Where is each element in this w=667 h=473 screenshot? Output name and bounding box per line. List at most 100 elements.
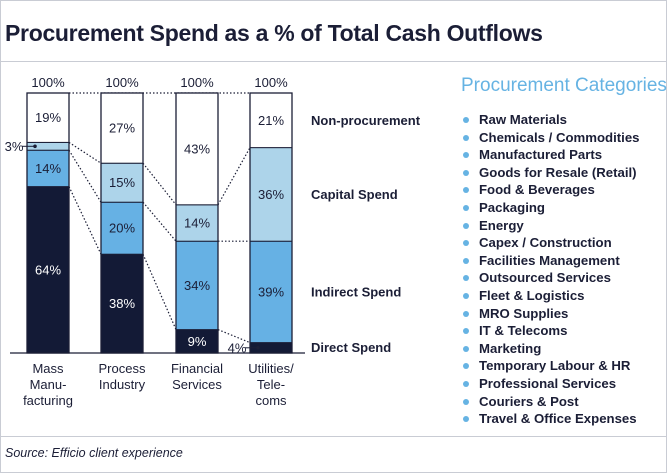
category-label: MRO Supplies — [479, 305, 569, 321]
bullet-icon — [463, 169, 469, 176]
category-item: Professional Services — [463, 375, 640, 393]
bullet-icon — [463, 275, 469, 282]
bullet-icon — [463, 240, 469, 247]
category-item: Food & Beverages — [463, 181, 640, 199]
category-item: Manufactured Parts — [463, 146, 640, 164]
bar-segment — [175, 92, 219, 206]
bar-segment — [26, 149, 70, 188]
total-label: 100% — [254, 75, 288, 90]
bullet-icon — [463, 134, 469, 141]
connector-line — [68, 186, 102, 255]
bullet-icon — [463, 152, 469, 159]
total-label: 100% — [31, 75, 65, 90]
category-item: Raw Materials — [463, 111, 640, 129]
category-label: Financial — [171, 361, 223, 376]
data-label: 21% — [258, 113, 284, 128]
data-label: 64% — [35, 262, 61, 277]
page-title: Procurement Spend as a % of Total Cash O… — [5, 20, 543, 46]
data-label: 38% — [109, 296, 135, 311]
series-label: Capital Spend — [311, 187, 398, 202]
bullet-icon — [463, 257, 469, 264]
connector-line — [142, 162, 177, 206]
bar-segment — [100, 92, 144, 164]
categories-title: Procurement Categories — [461, 75, 667, 96]
data-label: 4% — [228, 340, 247, 355]
data-label: 14% — [35, 161, 61, 176]
category-item: Travel & Office Expenses — [463, 410, 640, 428]
connector-line — [68, 149, 102, 203]
connector-line — [142, 253, 177, 330]
bullet-icon — [463, 398, 469, 405]
pointer-dot — [33, 144, 37, 149]
category-item: IT & Telecoms — [463, 322, 640, 340]
category-label: Travel & Office Expenses — [479, 411, 637, 427]
bullet-icon — [463, 328, 469, 335]
bullet-icon — [463, 310, 469, 317]
category-item: Packaging — [463, 199, 640, 217]
total-label: 100% — [180, 75, 214, 90]
category-item: MRO Supplies — [463, 305, 640, 323]
category-label: Utilities/ — [248, 361, 294, 376]
category-label: Manu- — [30, 377, 67, 392]
category-label: coms — [255, 393, 287, 408]
data-label: 19% — [35, 110, 61, 125]
title-divider — [0, 61, 667, 62]
series-label: Direct Spend — [311, 340, 391, 355]
connector-line — [217, 329, 251, 344]
category-label: Packaging — [479, 199, 545, 215]
category-label: Manufactured Parts — [479, 147, 603, 163]
series-label: Non-procurement — [311, 113, 421, 128]
data-label: 43% — [184, 141, 210, 156]
bullet-icon — [463, 222, 469, 229]
series-label: Indirect Spend — [311, 284, 401, 299]
source-divider — [0, 436, 667, 437]
bullet-icon — [463, 345, 469, 352]
category-item: Facilities Management — [463, 252, 640, 270]
total-label: 100% — [105, 75, 139, 90]
connector-line — [142, 201, 177, 242]
category-label: Facilities Management — [479, 252, 620, 268]
category-item: Fleet & Logistics — [463, 287, 640, 305]
data-label: 3% — [5, 139, 24, 154]
category-item: Temporary Labour & HR — [463, 357, 640, 375]
category-label: facturing — [23, 393, 73, 408]
connector-line — [68, 141, 102, 164]
category-label: Professional Services — [479, 375, 617, 391]
category-item: Couriers & Post — [463, 393, 640, 411]
connector-line — [217, 147, 251, 206]
category-item: Chemicals / Commodities — [463, 129, 640, 147]
bullet-icon — [463, 187, 469, 194]
bullet-icon — [463, 363, 469, 370]
data-label: 14% — [184, 216, 210, 231]
category-label: Marketing — [479, 340, 542, 356]
category-item: Outsourced Services — [463, 269, 640, 287]
data-label: 36% — [258, 187, 284, 202]
category-label: Industry — [99, 377, 146, 392]
category-item: Goods for Resale (Retail) — [463, 164, 640, 182]
data-label: 20% — [109, 221, 135, 236]
data-label: 34% — [184, 278, 210, 293]
category-label: Couriers & Post — [479, 393, 579, 409]
data-label: 15% — [109, 175, 135, 190]
data-label: 39% — [258, 284, 284, 299]
bullet-icon — [463, 380, 469, 387]
category-label: Raw Materials — [479, 112, 567, 127]
category-label: Process — [99, 361, 146, 376]
category-label: Chemicals / Commodities — [479, 129, 640, 145]
category-item: Capex / Construction — [463, 234, 640, 252]
category-label: Services — [172, 377, 222, 392]
data-label: 27% — [109, 121, 135, 136]
categories-list: Raw Materials Chemicals / Commodities Manu… — [463, 111, 640, 428]
category-label: IT & Telecoms — [479, 323, 568, 339]
category-item: Marketing — [463, 340, 640, 358]
bar-segment — [175, 240, 219, 331]
data-label: 9% — [188, 334, 207, 349]
category-label: Food & Beverages — [479, 182, 595, 198]
bullet-icon — [463, 416, 469, 423]
source-note: Source: Efficio client experience — [5, 446, 183, 460]
category-item: Energy — [463, 217, 640, 235]
category-label: Outsourced Services — [479, 270, 611, 286]
category-label: Goods for Resale (Retail) — [479, 164, 637, 180]
bullet-icon — [463, 204, 469, 211]
